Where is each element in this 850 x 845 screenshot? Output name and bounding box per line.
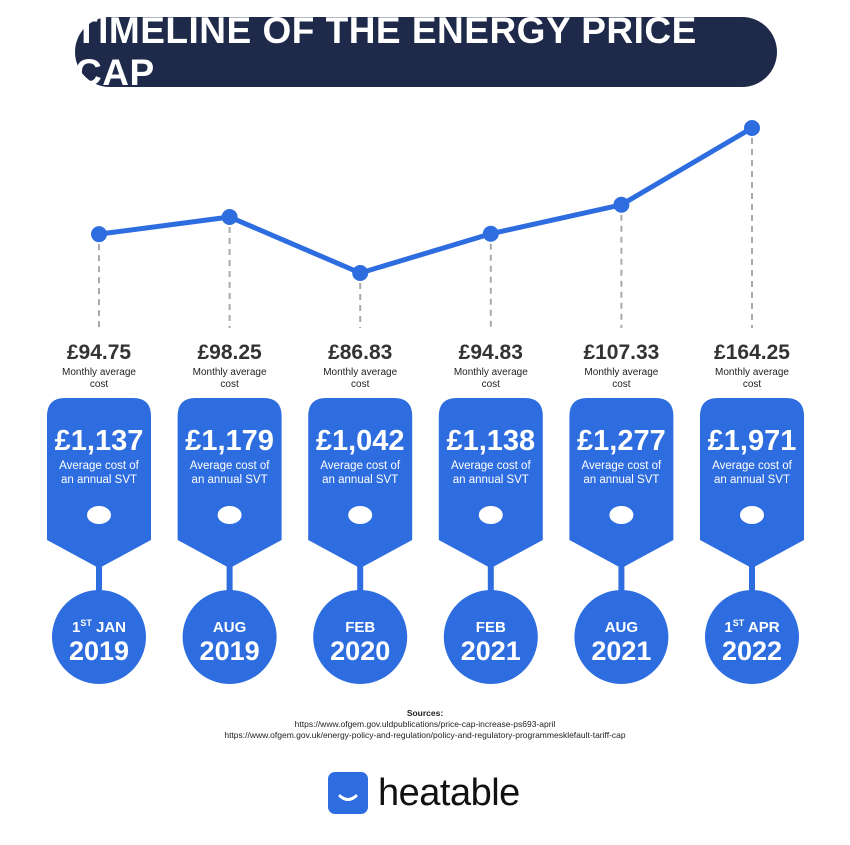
source-link-1[interactable]: https://www.ofgem.gov.uldpublications/pr…: [294, 719, 556, 729]
date-circle: [182, 590, 277, 684]
tag-hole: [348, 506, 373, 524]
annual-caption: Average cost of: [712, 460, 793, 472]
annual-caption: Average cost of: [190, 460, 271, 472]
monthly-caption: cost: [612, 379, 631, 390]
date-circle: [443, 590, 538, 684]
annual-caption: Average cost of: [582, 460, 663, 472]
monthly-value: £98.25: [197, 341, 262, 364]
date-label-year: 2020: [330, 636, 390, 666]
page-title: TIMELINE OF THE ENERGY PRICE CAP: [75, 10, 777, 93]
monthly-caption: Monthly average: [454, 367, 528, 378]
sources-heading: Sources:: [406, 708, 444, 718]
date-label-year: 2021: [461, 636, 521, 666]
date-label-top: 1ST APR: [724, 618, 779, 636]
annual-value: £1,179: [185, 425, 274, 457]
data-point: [613, 196, 630, 213]
annual-caption: an annual SVT: [61, 474, 137, 486]
stem: [618, 566, 625, 594]
date-label-top: AUG: [605, 619, 638, 636]
brand-logo-lockup: heatable: [328, 770, 520, 816]
date-circle: [574, 590, 669, 684]
price-tag: [308, 398, 413, 568]
date-label-top: FEB: [345, 619, 375, 636]
monthly-caption: Monthly average: [193, 367, 267, 378]
annual-caption: Average cost of: [59, 460, 140, 472]
date-label-year: 2021: [591, 636, 651, 666]
data-point: [482, 225, 499, 242]
annual-value: £1,137: [55, 425, 144, 457]
date-label-year: 2019: [200, 636, 260, 666]
data-point: [221, 209, 238, 225]
monthly-caption: cost: [90, 379, 109, 390]
date-label-top: AUG: [213, 619, 246, 636]
tag-hole: [609, 506, 634, 524]
stem: [749, 566, 755, 594]
heatable-logo-icon: [328, 772, 368, 814]
price-tag: [569, 398, 674, 568]
data-point: [91, 226, 107, 243]
stem: [226, 566, 233, 594]
monthly-caption: Monthly average: [323, 367, 397, 378]
data-point: [744, 120, 760, 136]
brand-name: heatable: [378, 771, 520, 814]
stem: [487, 566, 494, 594]
date-circle: [52, 590, 146, 684]
sources-block: Sources: https://www.ofgem.gov.uldpublic…: [0, 708, 850, 741]
monthly-value: £164.25: [714, 341, 790, 364]
date-label-top: FEB: [476, 619, 506, 636]
annual-caption: an annual SVT: [453, 474, 529, 486]
date-circle: [705, 590, 799, 684]
annual-value: £1,138: [446, 425, 535, 457]
data-point: [352, 265, 369, 281]
annual-value: £1,277: [577, 425, 666, 457]
annual-caption: Average cost of: [451, 460, 532, 472]
tag-hole: [740, 506, 764, 524]
date-label-year: 2022: [722, 636, 782, 666]
monthly-caption: Monthly average: [62, 367, 136, 378]
price-tag: [177, 398, 282, 568]
tag-hole: [478, 506, 503, 524]
monthly-caption: Monthly average: [715, 367, 789, 378]
stem: [96, 566, 102, 594]
monthly-value: £94.75: [67, 341, 132, 364]
monthly-caption: cost: [743, 379, 762, 390]
price-tag: [700, 398, 804, 568]
stem: [357, 566, 364, 594]
annual-caption: an annual SVT: [583, 474, 659, 486]
monthly-caption: cost: [351, 379, 370, 390]
monthly-value: £107.33: [583, 341, 659, 364]
monthly-value: £94.83: [459, 341, 523, 364]
monthly-caption: cost: [220, 379, 239, 390]
source-link-2[interactable]: https://www.ofgem.gov.uk/energy-policy-a…: [224, 730, 626, 740]
monthly-value: £86.83: [328, 341, 392, 364]
price-tag: [438, 398, 543, 568]
annual-caption: an annual SVT: [192, 474, 268, 486]
date-circle: [313, 590, 408, 684]
monthly-caption: cost: [482, 379, 501, 390]
annual-caption: an annual SVT: [322, 474, 398, 486]
tag-hole: [87, 506, 111, 524]
annual-caption: Average cost of: [320, 460, 401, 472]
annual-value: £1,971: [708, 425, 797, 457]
tag-hole: [217, 506, 242, 524]
date-label-year: 2019: [69, 636, 129, 666]
series-line: [98, 125, 754, 276]
date-label-top: 1ST JAN: [72, 618, 126, 636]
price-tag: [47, 398, 151, 568]
annual-value: £1,042: [316, 425, 405, 457]
monthly-caption: Monthly average: [584, 367, 658, 378]
annual-caption: an annual SVT: [714, 474, 790, 486]
